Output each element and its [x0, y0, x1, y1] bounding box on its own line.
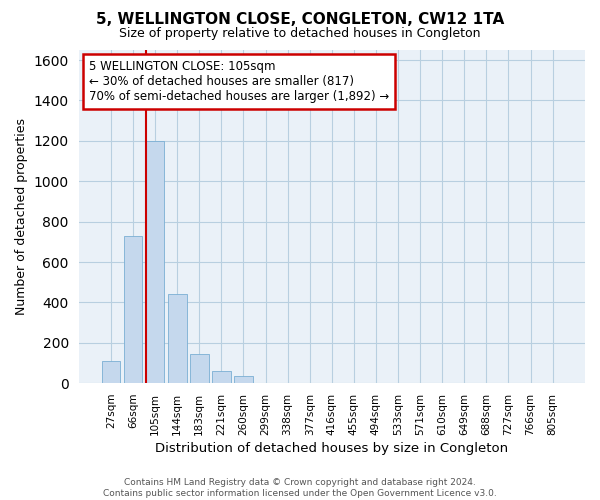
Bar — [101, 361, 121, 383]
Y-axis label: Number of detached properties: Number of detached properties — [15, 118, 28, 315]
X-axis label: Distribution of detached houses by size in Congleton: Distribution of detached houses by size … — [155, 442, 508, 455]
Bar — [212, 371, 231, 383]
Bar — [146, 141, 164, 383]
Text: 5, WELLINGTON CLOSE, CONGLETON, CW12 1TA: 5, WELLINGTON CLOSE, CONGLETON, CW12 1TA — [96, 12, 504, 28]
Text: Size of property relative to detached houses in Congleton: Size of property relative to detached ho… — [119, 28, 481, 40]
Bar — [168, 294, 187, 383]
Text: Contains HM Land Registry data © Crown copyright and database right 2024.
Contai: Contains HM Land Registry data © Crown c… — [103, 478, 497, 498]
Text: 5 WELLINGTON CLOSE: 105sqm
← 30% of detached houses are smaller (817)
70% of sem: 5 WELLINGTON CLOSE: 105sqm ← 30% of deta… — [89, 60, 389, 103]
Bar — [124, 236, 142, 383]
Bar — [234, 376, 253, 383]
Bar — [190, 354, 209, 383]
